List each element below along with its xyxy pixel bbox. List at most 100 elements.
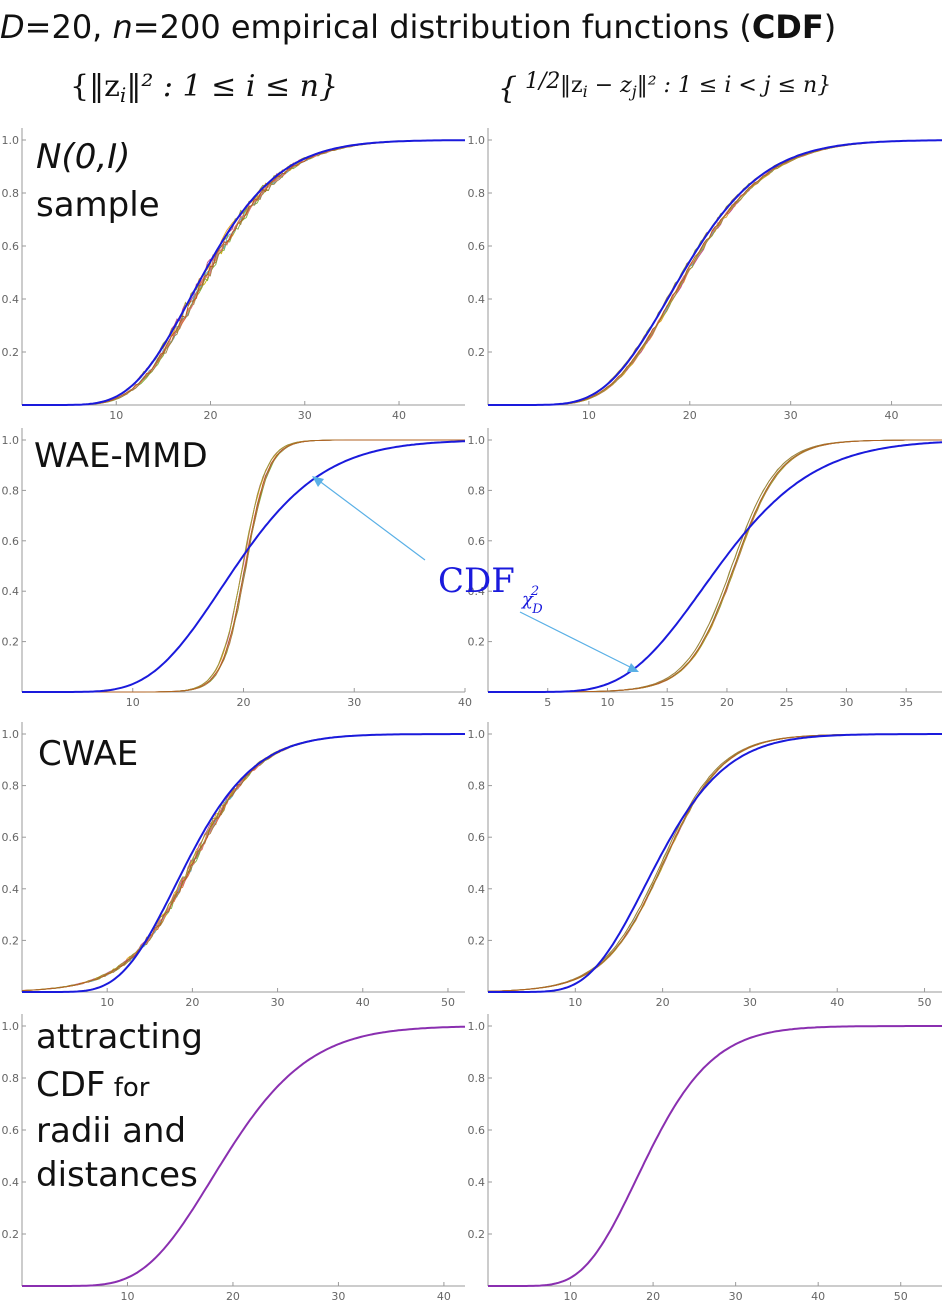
sample-cdf-3 <box>488 139 943 406</box>
y-tick-label: 1.0 <box>468 134 486 147</box>
sample-cdf-4 <box>22 439 465 693</box>
y-tick-label: 0.6 <box>468 240 486 253</box>
svg-text:1/2: 1/2 <box>525 69 560 94</box>
y-tick-label: 0.4 <box>2 585 20 598</box>
sample-cdf-8 <box>488 439 942 693</box>
panels: 0.2 0.4 0.6 0.8 1.0 10 20 30 40 0.2 0.4 0.6 0.8 1.0 10… <box>2 128 943 1303</box>
sample-cdf-2 <box>488 439 942 693</box>
sample-cdf-0 <box>22 139 465 406</box>
x-tick-label: 50 <box>894 1290 908 1303</box>
y-tick-label: 1.0 <box>468 728 486 741</box>
row-label-attracting-4: distances <box>36 1155 198 1195</box>
row-label-cwae: CWAE <box>38 734 138 774</box>
sample-cdf-9 <box>488 439 942 693</box>
x-tick-label: 20 <box>656 996 670 1009</box>
sample-cdf-3 <box>22 439 465 693</box>
y-tick-label: 0.4 <box>468 585 486 598</box>
y-tick-label: 0.4 <box>468 883 486 896</box>
panel-r1c0: 0.2 0.4 0.6 0.8 1.0 10 20 30 40 <box>2 428 472 709</box>
x-tick-label: 40 <box>885 409 899 422</box>
row-label-attracting-2: CDF for <box>36 1065 150 1105</box>
panel-r0c0: 0.2 0.4 0.6 0.8 1.0 10 20 30 40 <box>2 128 466 422</box>
sample-cdf-9 <box>22 139 465 406</box>
sample-cdf-3 <box>22 139 465 406</box>
x-tick-label: 30 <box>331 1290 345 1303</box>
x-tick-label: 30 <box>298 409 312 422</box>
x-tick-label: 5 <box>544 696 551 709</box>
y-tick-label: 0.2 <box>468 346 486 359</box>
sample-cdf-8 <box>488 139 943 406</box>
x-tick-label: 20 <box>226 1290 240 1303</box>
sample-cdf-9 <box>22 439 465 693</box>
y-tick-label: 1.0 <box>2 1020 20 1033</box>
panel-r0c1: 0.2 0.4 0.6 0.8 1.0 10 20 30 40 <box>468 128 943 422</box>
y-tick-label: 0.4 <box>2 1176 20 1189</box>
sample-cdf-2 <box>22 139 465 406</box>
reference-cdf-chi2 <box>22 733 465 993</box>
x-tick-label: 30 <box>743 996 757 1009</box>
panel-r1c1: 0.2 0.4 0.6 0.8 1.0 5 10 15 20 25 30 35 <box>468 428 943 709</box>
reference-cdf-chi2 <box>488 733 942 993</box>
panel-r3c0: 0.2 0.4 0.6 0.8 1.0 10 20 30 40 <box>2 1014 466 1303</box>
sample-cdf-5 <box>22 139 465 406</box>
x-tick-label: 40 <box>811 1290 825 1303</box>
x-tick-label: 30 <box>729 1290 743 1303</box>
x-tick-label: 10 <box>564 1290 578 1303</box>
y-tick-label: 0.2 <box>2 636 20 649</box>
sample-cdf-7 <box>22 139 465 406</box>
x-tick-label: 15 <box>660 696 674 709</box>
sample-cdf-8 <box>22 139 466 406</box>
sample-cdf-6 <box>488 139 942 406</box>
reference-cdf-chi2 <box>22 139 465 406</box>
x-tick-label: 25 <box>780 696 794 709</box>
y-tick-label: 0.4 <box>2 883 20 896</box>
sample-cdf-7 <box>22 439 465 693</box>
y-tick-label: 0.6 <box>468 1124 486 1137</box>
sample-cdf-3 <box>488 439 942 693</box>
reference-cdf-chi2 <box>22 1025 466 1287</box>
y-tick-label: 0.2 <box>468 934 486 947</box>
y-tick-label: 1.0 <box>468 434 486 447</box>
y-tick-label: 0.6 <box>468 535 486 548</box>
x-tick-label: 20 <box>204 409 218 422</box>
x-tick-label: 20 <box>683 409 697 422</box>
arrow-head-right <box>627 663 639 672</box>
y-tick-label: 0.8 <box>468 187 486 200</box>
sample-cdf-6 <box>22 439 465 693</box>
row-label-attracting-3: radii and <box>36 1111 186 1151</box>
sample-cdf-2 <box>488 139 942 406</box>
svg-text:‖zi − zj‖² : 1 ≤ i < j ≤ n}: ‖zi − zj‖² : 1 ≤ i < j ≤ n} <box>560 73 831 101</box>
y-tick-label: 1.0 <box>2 134 20 147</box>
sample-cdf-0 <box>488 139 943 406</box>
sample-cdf-5 <box>488 439 942 693</box>
y-tick-label: 0.2 <box>2 934 20 947</box>
sample-cdf-2 <box>22 439 465 693</box>
x-tick-label: 35 <box>899 696 913 709</box>
y-tick-label: 0.6 <box>2 535 20 548</box>
x-tick-label: 20 <box>185 996 199 1009</box>
sample-cdf-6 <box>22 139 465 406</box>
x-tick-label: 10 <box>120 1290 134 1303</box>
y-tick-label: 0.8 <box>2 780 20 793</box>
x-tick-label: 20 <box>646 1290 660 1303</box>
annotation-arrow-left <box>317 479 426 561</box>
annotation-subscript: χ2 D <box>520 584 543 617</box>
annotation-label: CDF <box>438 561 515 601</box>
x-tick-label: 50 <box>918 996 932 1009</box>
left-column-header: {‖zi‖² : 1 ≤ i ≤ n} <box>70 69 338 107</box>
y-tick-label: 0.4 <box>468 293 486 306</box>
x-tick-label: 40 <box>392 409 406 422</box>
sample-cdf-1 <box>488 139 943 406</box>
x-tick-label: 30 <box>839 696 853 709</box>
x-tick-label: 10 <box>109 409 123 422</box>
y-tick-label: 0.6 <box>468 831 486 844</box>
sample-cdf-6 <box>488 439 942 693</box>
y-tick-label: 0.2 <box>468 636 486 649</box>
reference-cdf-chi2 <box>488 441 943 693</box>
arrow-head-left <box>312 476 324 487</box>
y-tick-label: 0.8 <box>2 484 20 497</box>
x-tick-label: 10 <box>582 409 596 422</box>
y-tick-label: 0.6 <box>2 240 20 253</box>
sample-cdf-9 <box>488 139 943 406</box>
x-tick-label: 40 <box>458 696 472 709</box>
